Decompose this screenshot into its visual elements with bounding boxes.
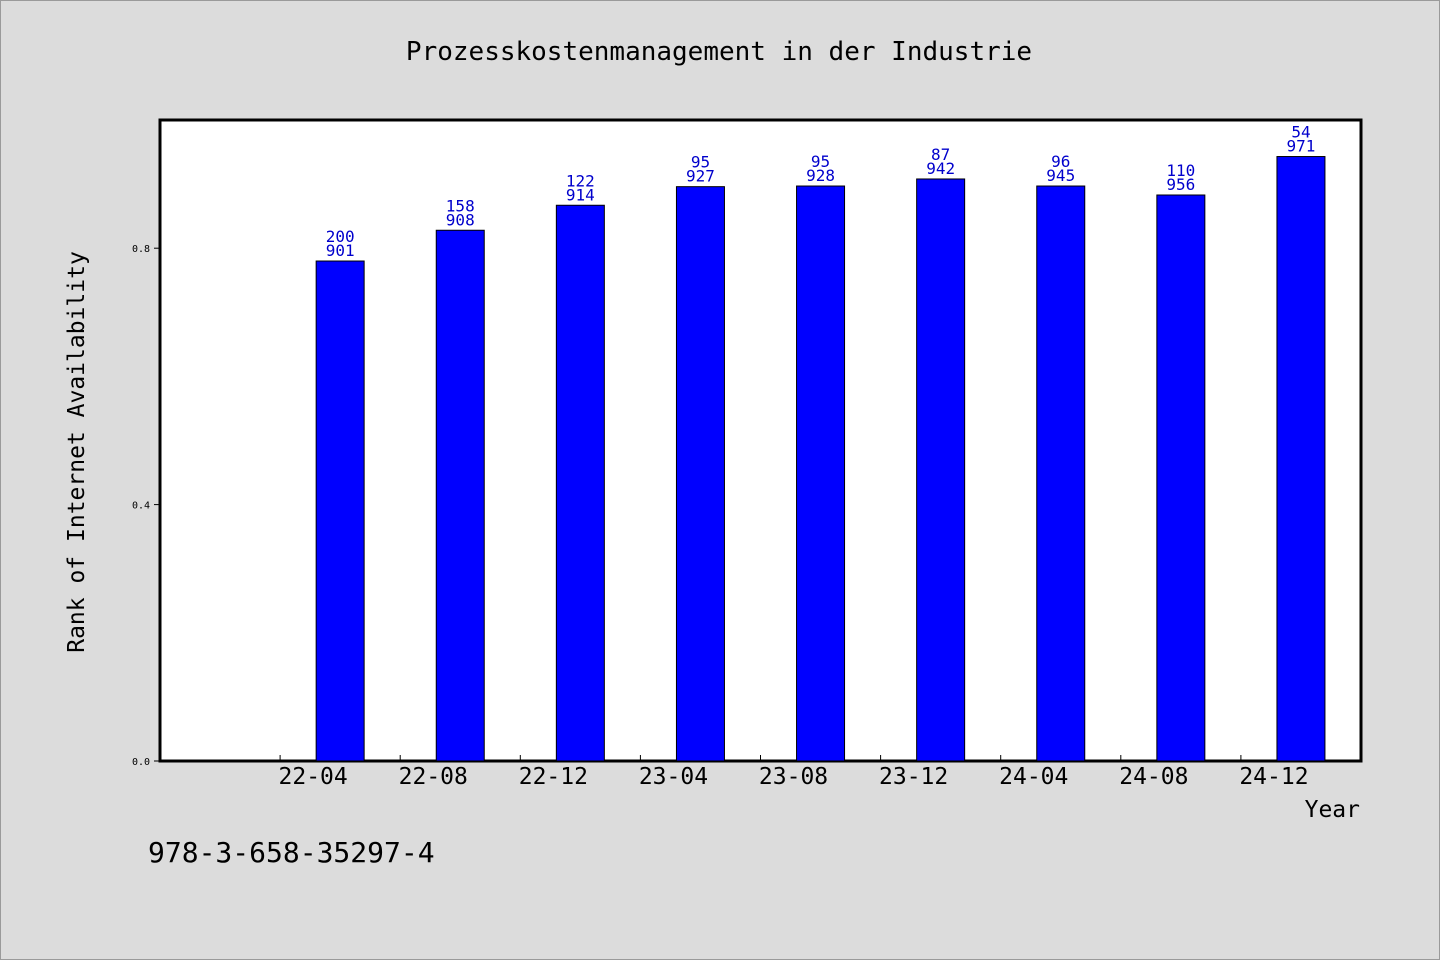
bar-23-08 bbox=[796, 185, 846, 762]
y-tick-label: 0.4 bbox=[132, 501, 150, 512]
rank-label: 96 bbox=[1051, 152, 1070, 171]
rank-label: 95 bbox=[691, 153, 710, 172]
bar-23-12 bbox=[916, 178, 966, 762]
value-label: 927 bbox=[686, 167, 715, 186]
bar-24-08 bbox=[1156, 194, 1206, 762]
x-tick-label: 22-12 bbox=[519, 764, 588, 790]
bars bbox=[315, 156, 1326, 762]
x-tick-label: 24-12 bbox=[1239, 764, 1308, 790]
rank-label: 122 bbox=[566, 171, 595, 190]
bar-24-12 bbox=[1276, 156, 1326, 762]
value-label: 928 bbox=[806, 166, 835, 185]
y-axis-label: Rank of Internet Availability bbox=[64, 251, 90, 653]
rank-label: 110 bbox=[1166, 161, 1195, 180]
value-label: 942 bbox=[926, 159, 955, 178]
x-tick-label: 22-08 bbox=[399, 764, 468, 790]
x-tick-label: 23-04 bbox=[639, 764, 708, 790]
x-tick-label: 24-04 bbox=[999, 764, 1068, 790]
x-axis-label: Year bbox=[1305, 797, 1360, 823]
bar-22-08 bbox=[435, 229, 485, 762]
x-tick-label: 23-12 bbox=[879, 764, 948, 790]
value-label: 908 bbox=[446, 210, 475, 229]
bar-22-04 bbox=[315, 260, 365, 762]
value-label: 914 bbox=[566, 185, 595, 204]
value-label: 945 bbox=[1046, 166, 1075, 185]
y-tick-label: 0.0 bbox=[132, 757, 150, 768]
rank-label: 87 bbox=[931, 145, 950, 164]
value-label: 971 bbox=[1286, 137, 1315, 156]
bar-24-04 bbox=[1036, 185, 1086, 762]
rank-label: 200 bbox=[326, 227, 355, 246]
x-tick-label: 24-08 bbox=[1119, 764, 1188, 790]
bar-23-04 bbox=[675, 186, 725, 762]
chart-title: Prozesskostenmanagement in der Industrie bbox=[406, 37, 1032, 67]
x-axis-ticks: 22-04 22-08 22-12 23-04 23-08 23-12 24-04 24-08… bbox=[279, 755, 1309, 790]
value-label: 901 bbox=[326, 241, 355, 260]
y-tick-label: 0.8 bbox=[132, 244, 150, 255]
rank-label: 95 bbox=[811, 152, 830, 171]
x-tick-label: 23-08 bbox=[759, 764, 828, 790]
y-axis-ticks: 0.0 0.4 0.8 bbox=[132, 244, 160, 768]
bar-22-12 bbox=[555, 204, 605, 762]
rank-label: 158 bbox=[446, 196, 475, 215]
value-label: 956 bbox=[1166, 175, 1195, 194]
x-tick-label: 22-04 bbox=[279, 764, 348, 790]
isbn-label: 978-3-658-35297-4 bbox=[148, 836, 435, 869]
rank-label: 54 bbox=[1291, 123, 1310, 142]
